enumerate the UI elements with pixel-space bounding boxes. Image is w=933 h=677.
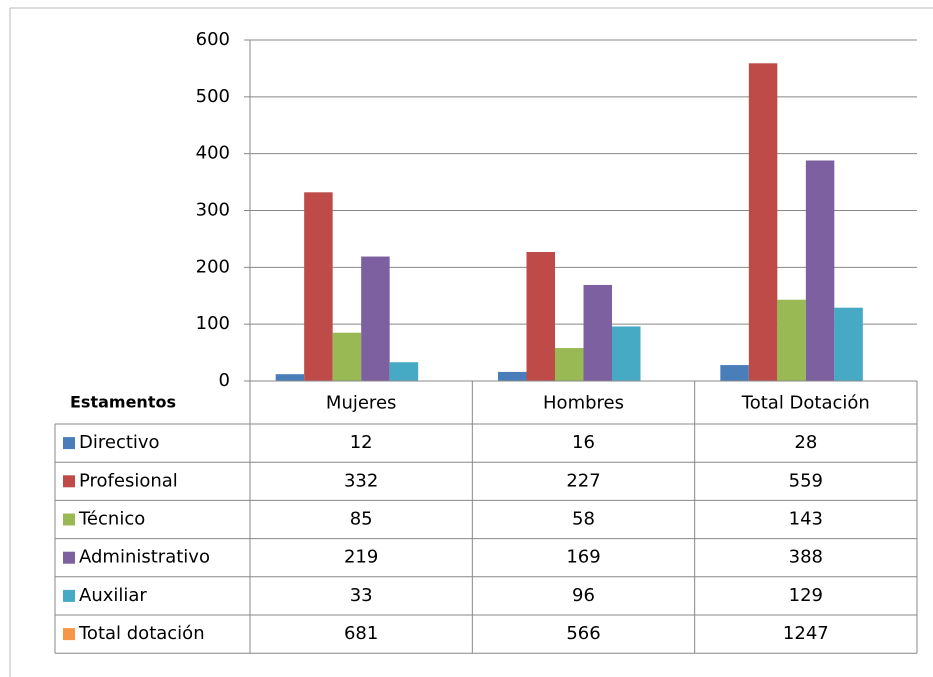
x-tick-label: Mujeres — [326, 393, 396, 414]
table-value: 681 — [344, 623, 378, 644]
table-value: 85 — [350, 509, 373, 530]
y-tick-label: 0 — [219, 370, 230, 391]
bar — [583, 284, 612, 381]
bar — [805, 160, 835, 381]
legend-swatch — [63, 589, 75, 602]
y-tick-label: 300 — [196, 200, 230, 221]
bar — [498, 371, 527, 381]
bar — [748, 63, 778, 381]
table-value: 169 — [566, 547, 600, 568]
legend-swatch — [63, 628, 75, 641]
table-value: 566 — [566, 623, 600, 644]
x-tick-label: Hombres — [543, 393, 624, 414]
table-value: 129 — [789, 585, 823, 606]
table-value: 28 — [794, 432, 817, 453]
x-tick-label: Total Dotación — [741, 393, 870, 414]
bar — [361, 256, 390, 381]
bar — [720, 365, 749, 381]
y-tick-label: 400 — [196, 143, 230, 164]
table-value: 1247 — [783, 623, 829, 644]
table-value: 33 — [350, 585, 373, 606]
legend-swatch — [63, 475, 75, 488]
legend-label: Administrativo — [79, 547, 210, 568]
bar — [389, 362, 419, 381]
y-tick-label: 500 — [196, 86, 230, 107]
legend-label: Profesional — [79, 470, 178, 491]
bar — [555, 348, 584, 381]
legend-label: Técnico — [78, 509, 145, 530]
y-tick-label: 200 — [196, 256, 230, 277]
legend-swatch — [63, 437, 75, 450]
legend-label: Total dotación — [78, 623, 205, 644]
bar — [275, 374, 305, 381]
bar — [526, 251, 555, 381]
table-value: 12 — [350, 432, 373, 453]
legend-label: Directivo — [79, 432, 160, 453]
table-value: 16 — [572, 432, 595, 453]
table-value: 332 — [344, 470, 378, 491]
legend-swatch — [63, 513, 75, 526]
legend-swatch — [63, 551, 75, 564]
y-tick-label: 600 — [196, 29, 230, 50]
table-header: Estamentos — [70, 393, 176, 412]
table-value: 143 — [789, 509, 823, 530]
bar — [777, 299, 806, 381]
table-value: 96 — [572, 585, 595, 606]
y-tick-label: 100 — [196, 313, 230, 334]
table-value: 58 — [572, 509, 595, 530]
bar — [304, 192, 333, 381]
bar — [332, 332, 362, 381]
table-value: 388 — [789, 547, 823, 568]
table-value: 227 — [566, 470, 600, 491]
table-value: 559 — [789, 470, 823, 491]
table-value: 219 — [344, 547, 378, 568]
legend-label: Auxiliar — [79, 585, 147, 606]
bar — [834, 307, 863, 381]
bar — [612, 326, 641, 381]
